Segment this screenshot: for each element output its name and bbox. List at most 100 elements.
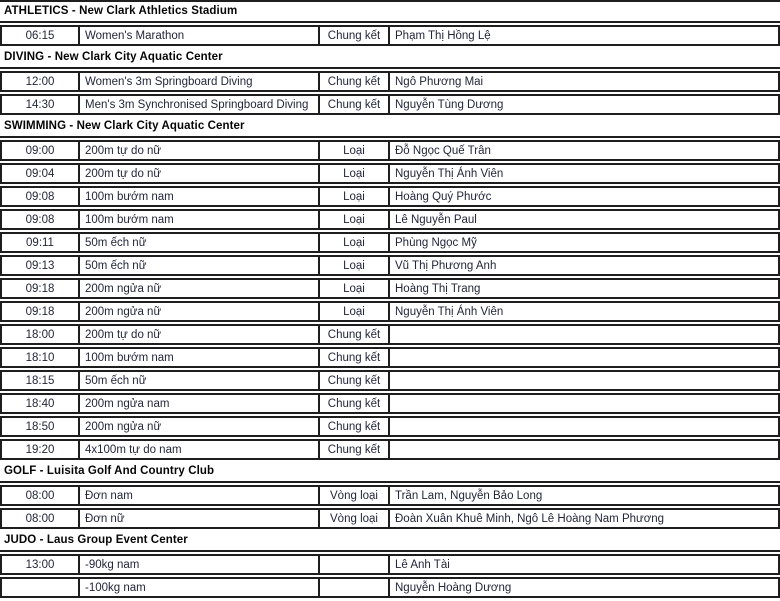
cell-round: Loại [320, 303, 390, 320]
section-header: GOLF - Luisita Golf And Country Club [0, 462, 780, 483]
cell-round: Chung kết [320, 372, 390, 389]
cell-event: 100m bướm nam [80, 188, 320, 205]
table-row: 06:15 Women's Marathon Chung kết Phạm Th… [0, 25, 780, 46]
cell-round [320, 579, 390, 596]
cell-time: 14:30 [2, 96, 80, 113]
cell-athletes [390, 441, 778, 458]
cell-round: Loại [320, 165, 390, 182]
cell-round: Loại [320, 234, 390, 251]
cell-event: 50m ếch nữ [80, 257, 320, 274]
cell-event: Đơn nam [80, 487, 320, 504]
table-row: 08:00 Đơn nữ Vòng loại Đoàn Xuân Khuê Mi… [0, 508, 780, 529]
cell-event: 100m bướm nam [80, 211, 320, 228]
cell-round: Loại [320, 211, 390, 228]
cell-event: 50m ếch nữ [80, 234, 320, 251]
section-header: ATHLETICS - New Clark Athletics Stadium [0, 0, 780, 23]
cell-event: 100m bướm nam [80, 349, 320, 366]
cell-time: 09:11 [2, 234, 80, 251]
section-header: JUDO - Laus Group Event Center [0, 531, 780, 552]
cell-round: Chung kết [320, 27, 390, 44]
table-row: 09:00 200m tự do nữ Loại Đỗ Ngọc Quế Trâ… [0, 140, 780, 161]
table-row: 14:30 Men's 3m Synchronised Springboard … [0, 94, 780, 115]
cell-time: 18:40 [2, 395, 80, 412]
cell-round [320, 556, 390, 573]
table-row: 18:50 200m ngửa nữ Chung kết [0, 416, 780, 437]
cell-round: Chung kết [320, 73, 390, 90]
cell-round: Chung kết [320, 418, 390, 435]
cell-athletes: Vũ Thị Phương Anh [395, 259, 497, 272]
table-row: 08:00 Đơn nam Vòng loại Trần Lam, Nguyễn… [0, 485, 780, 506]
cell-athletes: Nguyễn Thị Ánh Viên [395, 167, 504, 180]
section-header: DIVING - New Clark City Aquatic Center [0, 48, 780, 69]
cell-athletes: Phạm Thị Hồng Lệ [395, 29, 491, 42]
cell-time: 13:00 [2, 556, 80, 573]
cell-time: 09:18 [2, 303, 80, 320]
table-row: 09:11 50m ếch nữ Loại Phùng Ngọc Mỹ [0, 232, 780, 253]
cell-event: 200m tự do nữ [80, 326, 320, 343]
schedule-section: SWIMMING - New Clark City Aquatic Center… [0, 117, 780, 460]
cell-time: 09:18 [2, 280, 80, 297]
cell-time: 18:10 [2, 349, 80, 366]
cell-round: Loại [320, 257, 390, 274]
cell-athletes: Lê Nguyễn Paul [395, 213, 477, 226]
cell-round: Vòng loại [320, 510, 390, 527]
table-row: 18:00 200m tự do nữ Chung kết [0, 324, 780, 345]
cell-time: 19:20 [2, 441, 80, 458]
cell-time: 09:04 [2, 165, 80, 182]
cell-time: 18:50 [2, 418, 80, 435]
cell-athletes: Nguyễn Hoàng Dương [395, 581, 512, 594]
cell-time [2, 579, 80, 596]
table-row: 09:18 200m ngửa nữ Loại Nguyễn Thị Ánh V… [0, 301, 780, 322]
table-row: 09:04 200m tự do nữ Loại Nguyễn Thị Ánh … [0, 163, 780, 184]
table-row: 19:20 4x100m tự do nam Chung kết [0, 439, 780, 460]
schedule-section: ATHLETICS - New Clark Athletics Stadium … [0, 0, 780, 46]
cell-event: 200m tự do nữ [80, 142, 320, 159]
cell-athletes [390, 372, 778, 389]
table-row: 12:00 Women's 3m Springboard Diving Chun… [0, 71, 780, 92]
cell-time: 09:08 [2, 188, 80, 205]
table-row: 09:08 100m bướm nam Loại Hoàng Quý Phước [0, 186, 780, 207]
cell-event: Đơn nữ [80, 510, 320, 527]
cell-round: Chung kết [320, 326, 390, 343]
cell-event: 200m ngửa nữ [80, 303, 320, 320]
cell-time: 08:00 [2, 510, 80, 527]
cell-time: 18:15 [2, 372, 80, 389]
cell-athletes: Nguyễn Thị Ánh Viên [395, 305, 504, 318]
cell-athletes [390, 349, 778, 366]
cell-athletes: Hoàng Thị Trang [395, 282, 481, 295]
table-row: -100kg nam Nguyễn Hoàng Dương [0, 577, 780, 598]
section-header: SWIMMING - New Clark City Aquatic Center [0, 117, 780, 138]
cell-event: 50m ếch nữ [80, 372, 320, 389]
cell-round: Chung kết [320, 96, 390, 113]
cell-time: 09:08 [2, 211, 80, 228]
cell-athletes: Lê Anh Tài [395, 558, 450, 571]
schedule-section: GOLF - Luisita Golf And Country Club 08:… [0, 462, 780, 529]
table-row: 09:13 50m ếch nữ Loại Vũ Thị Phương Anh [0, 255, 780, 276]
cell-event: -90kg nam [80, 556, 320, 573]
schedule-section: DIVING - New Clark City Aquatic Center 1… [0, 48, 780, 115]
cell-event: 200m ngửa nữ [80, 418, 320, 435]
table-row: 09:08 100m bướm nam Loại Lê Nguyễn Paul [0, 209, 780, 230]
cell-round: Vòng loại [320, 487, 390, 504]
table-row: 18:10 100m bướm nam Chung kết [0, 347, 780, 368]
cell-round: Chung kết [320, 395, 390, 412]
cell-event: 200m tự do nữ [80, 165, 320, 182]
cell-athletes: Phùng Ngọc Mỹ [395, 236, 477, 249]
cell-time: 06:15 [2, 27, 80, 44]
cell-round: Loại [320, 142, 390, 159]
cell-time: 09:00 [2, 142, 80, 159]
cell-athletes [390, 395, 778, 412]
table-row: 18:15 50m ếch nữ Chung kết [0, 370, 780, 391]
cell-time: 09:13 [2, 257, 80, 274]
cell-time: 08:00 [2, 487, 80, 504]
table-row: 13:00 -90kg nam Lê Anh Tài [0, 554, 780, 575]
cell-athletes [390, 418, 778, 435]
cell-event: Women's Marathon [80, 27, 320, 44]
cell-event: Men's 3m Synchronised Springboard Diving [80, 96, 320, 113]
cell-athletes: Nguyễn Tùng Dương [395, 98, 504, 111]
cell-athletes: Hoàng Quý Phước [395, 190, 492, 203]
cell-athletes [390, 326, 778, 343]
cell-event: -100kg nam [80, 579, 320, 596]
cell-round: Loại [320, 280, 390, 297]
